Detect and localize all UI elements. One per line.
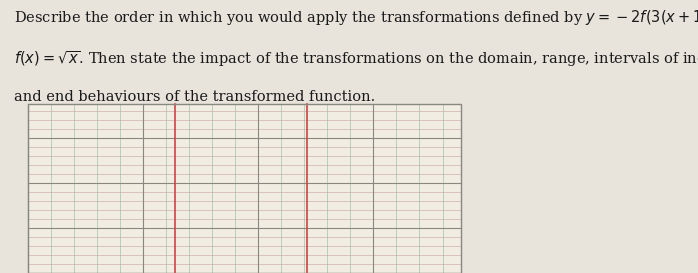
- Text: $f(x) = \sqrt{x}$. Then state the impact of the transformations on the domain, r: $f(x) = \sqrt{x}$. Then state the impact…: [14, 49, 698, 69]
- Bar: [28, 104, 461, 273]
- Text: and end behaviours of the transformed function.: and end behaviours of the transformed fu…: [14, 90, 376, 104]
- Text: Describe the order in which you would apply the transformations defined by $y = : Describe the order in which you would ap…: [14, 8, 698, 27]
- Bar: [28, 104, 461, 273]
